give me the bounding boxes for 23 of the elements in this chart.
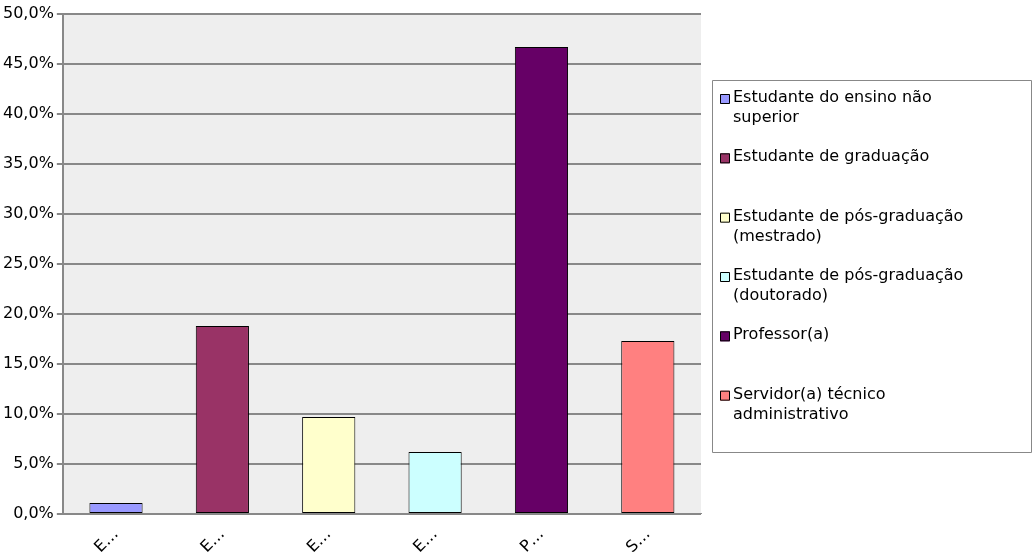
x-tick-label: P… bbox=[515, 524, 548, 556]
y-tick-label: 40,0% bbox=[3, 103, 54, 123]
y-tick-label: 30,0% bbox=[3, 203, 54, 223]
y-tick-label: 0,0% bbox=[13, 503, 54, 523]
y-tick-label: 20,0% bbox=[3, 303, 54, 323]
y-tick-label: 25,0% bbox=[3, 253, 54, 273]
x-tick-label: E… bbox=[196, 524, 229, 556]
legend-label: Estudante de graduação bbox=[733, 146, 930, 166]
legend-label: Estudante de pós-graduação (doutorado) bbox=[733, 265, 964, 305]
x-tick-label: E… bbox=[408, 524, 441, 556]
legend-label: Estudante de pós-graduação (mestrado) bbox=[733, 205, 964, 245]
y-tick-label: 10,0% bbox=[3, 403, 54, 423]
legend-label: Professor(a) bbox=[733, 324, 830, 344]
y-tick-label: 15,0% bbox=[3, 353, 54, 373]
y-tick-label: 5,0% bbox=[13, 453, 54, 473]
x-tick-label: E… bbox=[302, 524, 335, 556]
x-tick-label: E… bbox=[89, 524, 122, 556]
y-tick-label: 35,0% bbox=[3, 153, 54, 173]
legend-label: Servidor(a) técnico administrativo bbox=[733, 383, 886, 423]
y-tick-label: 50,0% bbox=[3, 3, 54, 23]
x-tick-label: S… bbox=[621, 524, 654, 556]
legend-label: Estudante do ensino não superior bbox=[733, 87, 932, 127]
y-tick-label: 45,0% bbox=[3, 53, 54, 73]
